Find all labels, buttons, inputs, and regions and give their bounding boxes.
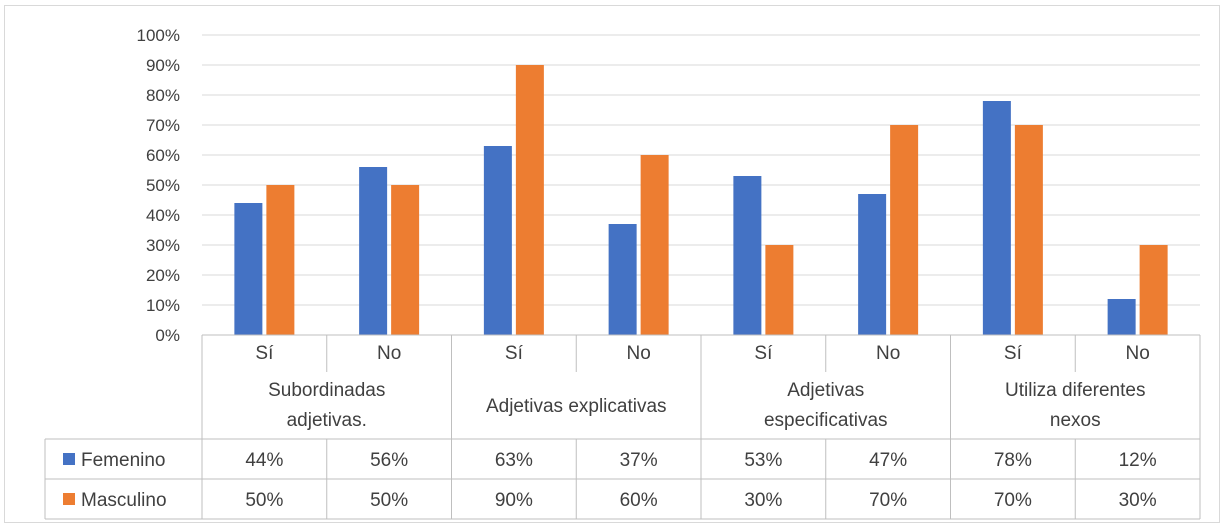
data-label: 56% — [370, 450, 408, 471]
bar-masculino-3 — [640, 155, 669, 335]
legend-key-femenino — [63, 453, 75, 465]
bar-chart: 0% 10% 20% 30% 40% 50% 60% 70% 80% 90% 100% Sí No Sí N… — [44, 26, 1201, 520]
bar-femenino-4 — [733, 176, 762, 335]
y-tick-label: 40% — [146, 206, 180, 225]
group-label: adjetivas. — [287, 410, 367, 431]
y-tick-label: 80% — [146, 86, 180, 105]
y-tick-label: 60% — [146, 146, 180, 165]
data-label: 44% — [245, 450, 283, 471]
data-label: 37% — [620, 450, 658, 471]
group-label: Subordinadas — [268, 380, 385, 401]
legend-key-masculino — [63, 493, 75, 505]
bar-masculino-7 — [1139, 245, 1168, 335]
bar-femenino-5 — [858, 194, 887, 335]
bar-masculino-4 — [765, 245, 794, 335]
group-label: especificativas — [764, 410, 888, 431]
category-label: Sí — [505, 343, 524, 364]
group-label: Utiliza diferentes — [1005, 380, 1145, 401]
y-tick-label: 30% — [146, 236, 180, 255]
category-label: Sí — [754, 343, 773, 364]
data-label: 60% — [620, 490, 658, 511]
category-label: Sí — [255, 343, 274, 364]
bar-masculino-5 — [890, 125, 919, 335]
y-tick-label: 20% — [146, 266, 180, 285]
bar-femenino-7 — [1107, 299, 1136, 335]
data-label: 30% — [1119, 490, 1157, 511]
data-label: 47% — [869, 450, 907, 471]
legend-label-femenino: Femenino — [81, 450, 166, 471]
group-label: Adjetivas explicativas — [486, 396, 667, 417]
category-label: No — [377, 343, 401, 364]
bar-femenino-6 — [982, 101, 1011, 335]
data-label: 63% — [495, 450, 533, 471]
category-label: No — [626, 343, 650, 364]
bar-masculino-1 — [391, 185, 420, 335]
bar-masculino-0 — [266, 185, 295, 335]
data-label: 30% — [744, 490, 782, 511]
group-label: Adjetivas — [787, 380, 864, 401]
data-label: 90% — [495, 490, 533, 511]
y-tick-label: 50% — [146, 176, 180, 195]
data-label: 70% — [994, 490, 1032, 511]
bar-femenino-1 — [359, 167, 388, 335]
bar-femenino-2 — [483, 146, 512, 335]
legend-label-masculino: Masculino — [81, 490, 167, 511]
bar-masculino-6 — [1014, 125, 1043, 335]
group-label: nexos — [1050, 410, 1101, 431]
y-tick-label: 0% — [155, 326, 180, 345]
category-label: Sí — [1004, 343, 1023, 364]
bar-masculino-2 — [515, 65, 544, 335]
data-label: 53% — [744, 450, 782, 471]
y-tick-label: 100% — [137, 26, 180, 45]
category-label: No — [1125, 343, 1149, 364]
y-tick-label: 90% — [146, 56, 180, 75]
data-label: 12% — [1119, 450, 1157, 471]
data-label: 78% — [994, 450, 1032, 471]
category-label: No — [876, 343, 900, 364]
bar-femenino-0 — [234, 203, 263, 335]
y-tick-label: 70% — [146, 116, 180, 135]
data-label: 50% — [245, 490, 283, 511]
data-label: 50% — [370, 490, 408, 511]
chart-frame: 0% 10% 20% 30% 40% 50% 60% 70% 80% 90% 100% Sí No Sí N… — [4, 5, 1220, 523]
data-label: 70% — [869, 490, 907, 511]
bar-femenino-3 — [608, 224, 637, 335]
y-tick-label: 10% — [146, 296, 180, 315]
